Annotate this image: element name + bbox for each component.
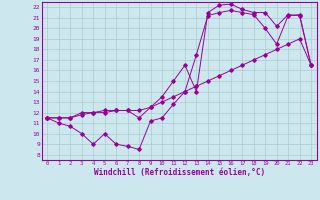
X-axis label: Windchill (Refroidissement éolien,°C): Windchill (Refroidissement éolien,°C) <box>94 168 265 177</box>
